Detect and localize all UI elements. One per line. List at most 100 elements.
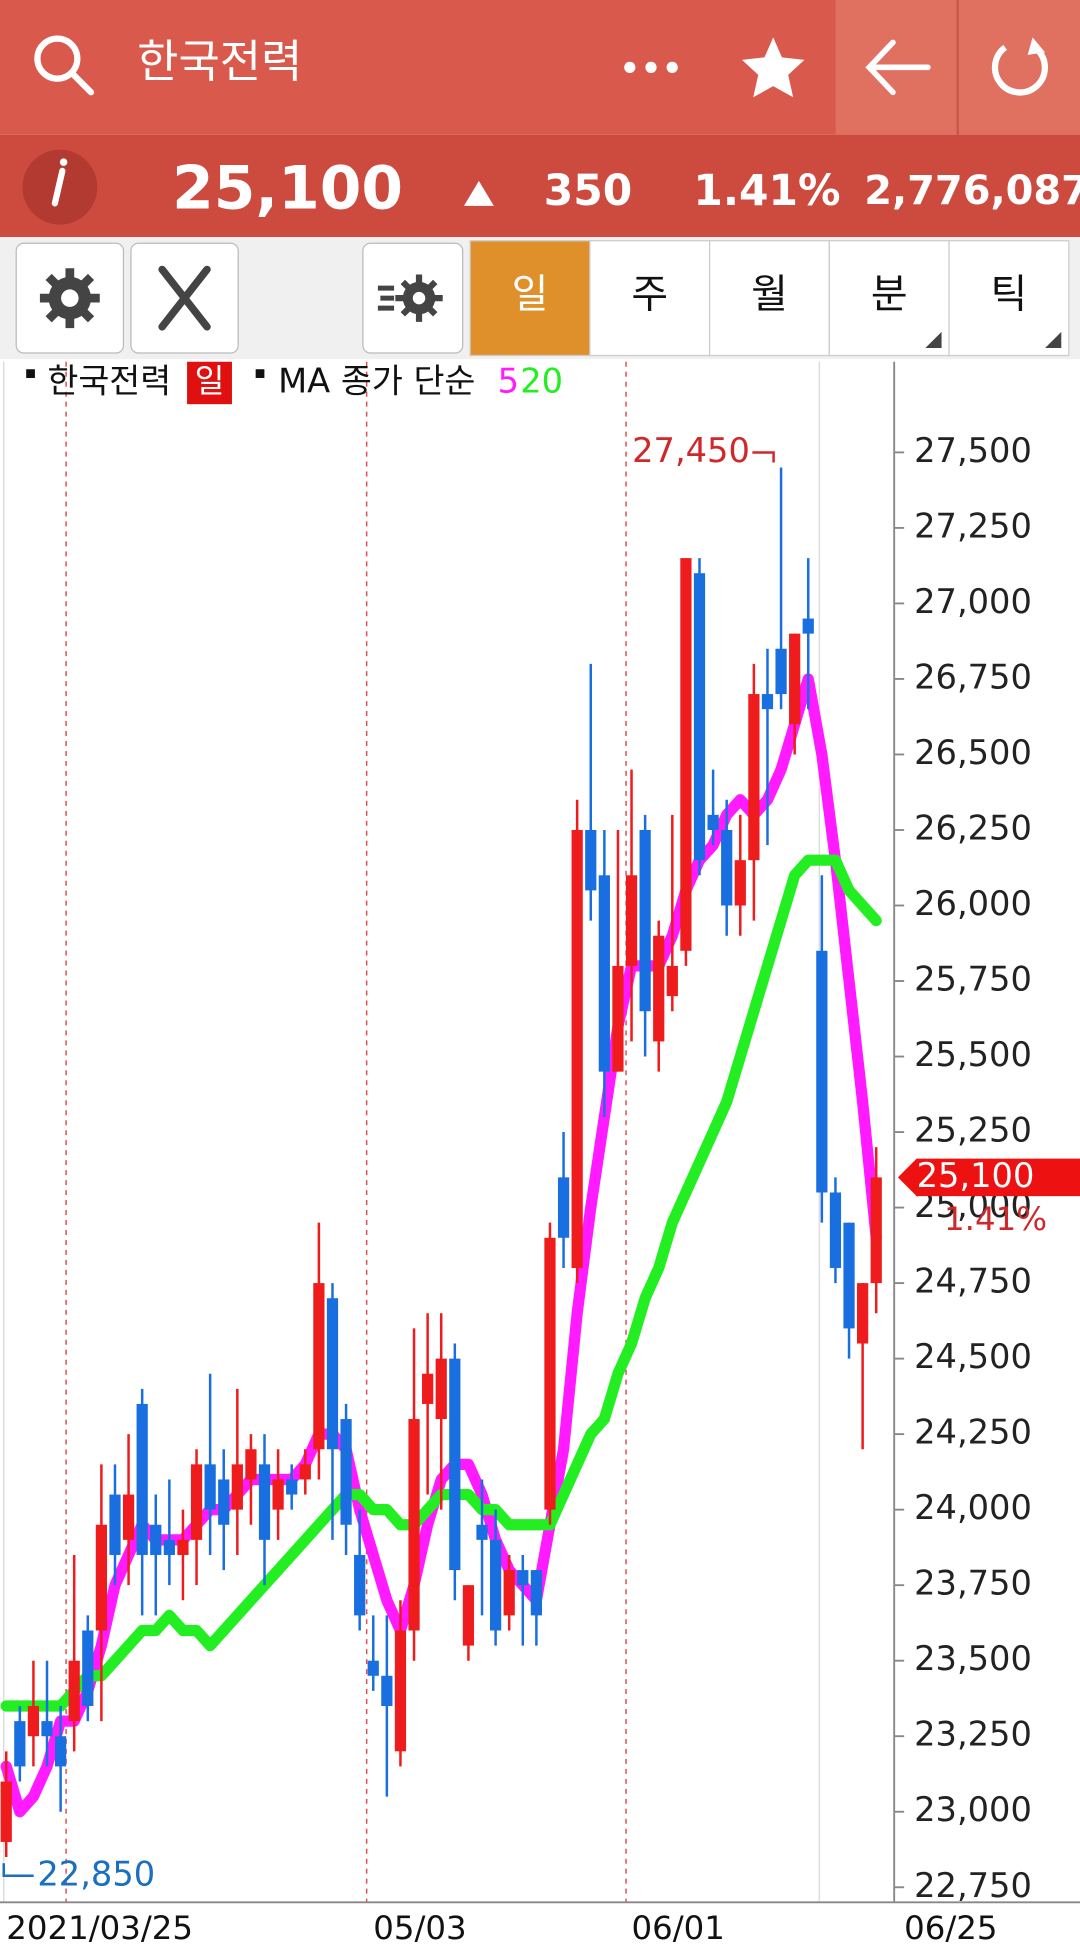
quote-bar (0, 134, 1080, 238)
tab-label: 일 (512, 271, 549, 317)
candle-body (571, 829, 583, 1268)
candle-body (354, 1554, 366, 1616)
legend-period-bg (187, 361, 232, 405)
stock-title[interactable]: 한국전력 (137, 35, 302, 88)
legend-ma-period: 5 (498, 361, 519, 400)
legend-ma: MA 종가 단순 (278, 361, 475, 400)
y-tick-label: 25,500 (914, 1035, 1032, 1074)
candle-body (394, 1630, 407, 1752)
candle-body (775, 648, 787, 695)
gear-icon (39, 268, 100, 329)
refresh-arrow (1027, 37, 1046, 55)
y-tick-label: 26,500 (914, 733, 1032, 772)
candle-body (163, 1539, 175, 1555)
candle-body (585, 829, 597, 891)
up-arrow (463, 180, 494, 206)
y-tick-label: 23,250 (914, 1715, 1032, 1754)
candle-body (95, 1524, 108, 1631)
candle-body (721, 829, 733, 906)
tab-label: 월 (751, 271, 788, 317)
legend-marker (26, 369, 35, 378)
candle-body (612, 965, 624, 1072)
price-tag-change: 1.41% (944, 1200, 1047, 1238)
candle-body (829, 1192, 842, 1268)
candle-body (204, 1464, 216, 1510)
y-tick-label: 27,250 (914, 506, 1032, 545)
candle-body (489, 1539, 502, 1631)
candle-body (272, 1479, 284, 1510)
y-tick-label: 25,750 (914, 960, 1032, 999)
candle-body (422, 1373, 434, 1404)
more-icon[interactable] (624, 61, 678, 73)
price-tag (897, 1158, 1080, 1197)
search-icon[interactable] (34, 35, 95, 96)
y-tick-label: 26,750 (914, 657, 1032, 696)
tab[interactable] (469, 240, 591, 357)
candle-body (748, 694, 760, 861)
candle-body (258, 1464, 271, 1540)
candle-body (0, 1781, 12, 1842)
legend-period: 일 (195, 362, 225, 400)
candle-body (286, 1479, 298, 1495)
candle-body (517, 1570, 529, 1586)
tab-corner (925, 331, 942, 349)
candle-body (136, 1403, 148, 1555)
candle-body (870, 1177, 882, 1284)
tab-label: 틱 (991, 271, 1028, 317)
info-dot (59, 158, 68, 166)
candle-body (666, 965, 678, 997)
candle-body (190, 1464, 203, 1540)
month-dividers (65, 361, 627, 1903)
candle-body (54, 1736, 67, 1767)
tab[interactable] (828, 240, 950, 357)
price-tag-label: 25,100 (917, 1156, 1035, 1195)
y-tick-label: 23,000 (914, 1790, 1032, 1829)
candle-body (14, 1721, 26, 1767)
high-label: 27,450 (632, 431, 750, 470)
candle-body (476, 1524, 488, 1540)
y-tick-label: 27,000 (914, 582, 1032, 621)
candle-body (598, 875, 610, 1072)
candle-body (462, 1585, 475, 1646)
star-icon[interactable] (742, 37, 805, 98)
y-tick-label: 22,750 (914, 1866, 1032, 1905)
candle-body (625, 875, 638, 966)
candle-body (843, 1222, 855, 1329)
tab[interactable] (589, 240, 711, 357)
candle-body (449, 1358, 461, 1571)
tab-label: 분 (871, 271, 908, 317)
back-icon[interactable] (865, 39, 931, 96)
legend-ma-period: 20 (520, 361, 563, 400)
tools-icon (158, 265, 211, 331)
y-tick-label: 24,500 (914, 1337, 1032, 1376)
y-tick-label: 23,750 (914, 1564, 1032, 1603)
low-label: 22,850 (37, 1854, 155, 1893)
candle-body (408, 1419, 420, 1631)
candle-body (557, 1177, 570, 1238)
candle-body (150, 1524, 162, 1555)
x-tick-label: 06/01 (632, 1909, 725, 1947)
tab[interactable] (708, 240, 830, 357)
candle-body (218, 1479, 230, 1525)
candle-body (82, 1630, 94, 1707)
candle-body (816, 950, 828, 1193)
candle-body (789, 633, 801, 725)
candle-body (231, 1464, 243, 1510)
quote-volume: 2,776,087 (864, 168, 1080, 214)
plot: 22,750 23,000 23,250 23,500 23,750 24,000 24,2… (0, 361, 1080, 1947)
candle-body (761, 694, 774, 710)
candle-body (503, 1570, 515, 1616)
candle-body (313, 1283, 325, 1450)
quote-price: 25,100 (172, 154, 403, 224)
candle-body (326, 1298, 339, 1450)
candle-body (435, 1358, 447, 1420)
tab[interactable] (948, 240, 1070, 357)
y-tick-label: 23,500 (914, 1639, 1032, 1678)
tab-label: 주 (631, 271, 668, 317)
candle-body (653, 935, 665, 1042)
quote-change: 350 (544, 166, 632, 215)
candle-body (802, 618, 814, 634)
refresh-icon[interactable] (991, 44, 1048, 96)
legend-stock: 한국전력 (47, 361, 171, 400)
